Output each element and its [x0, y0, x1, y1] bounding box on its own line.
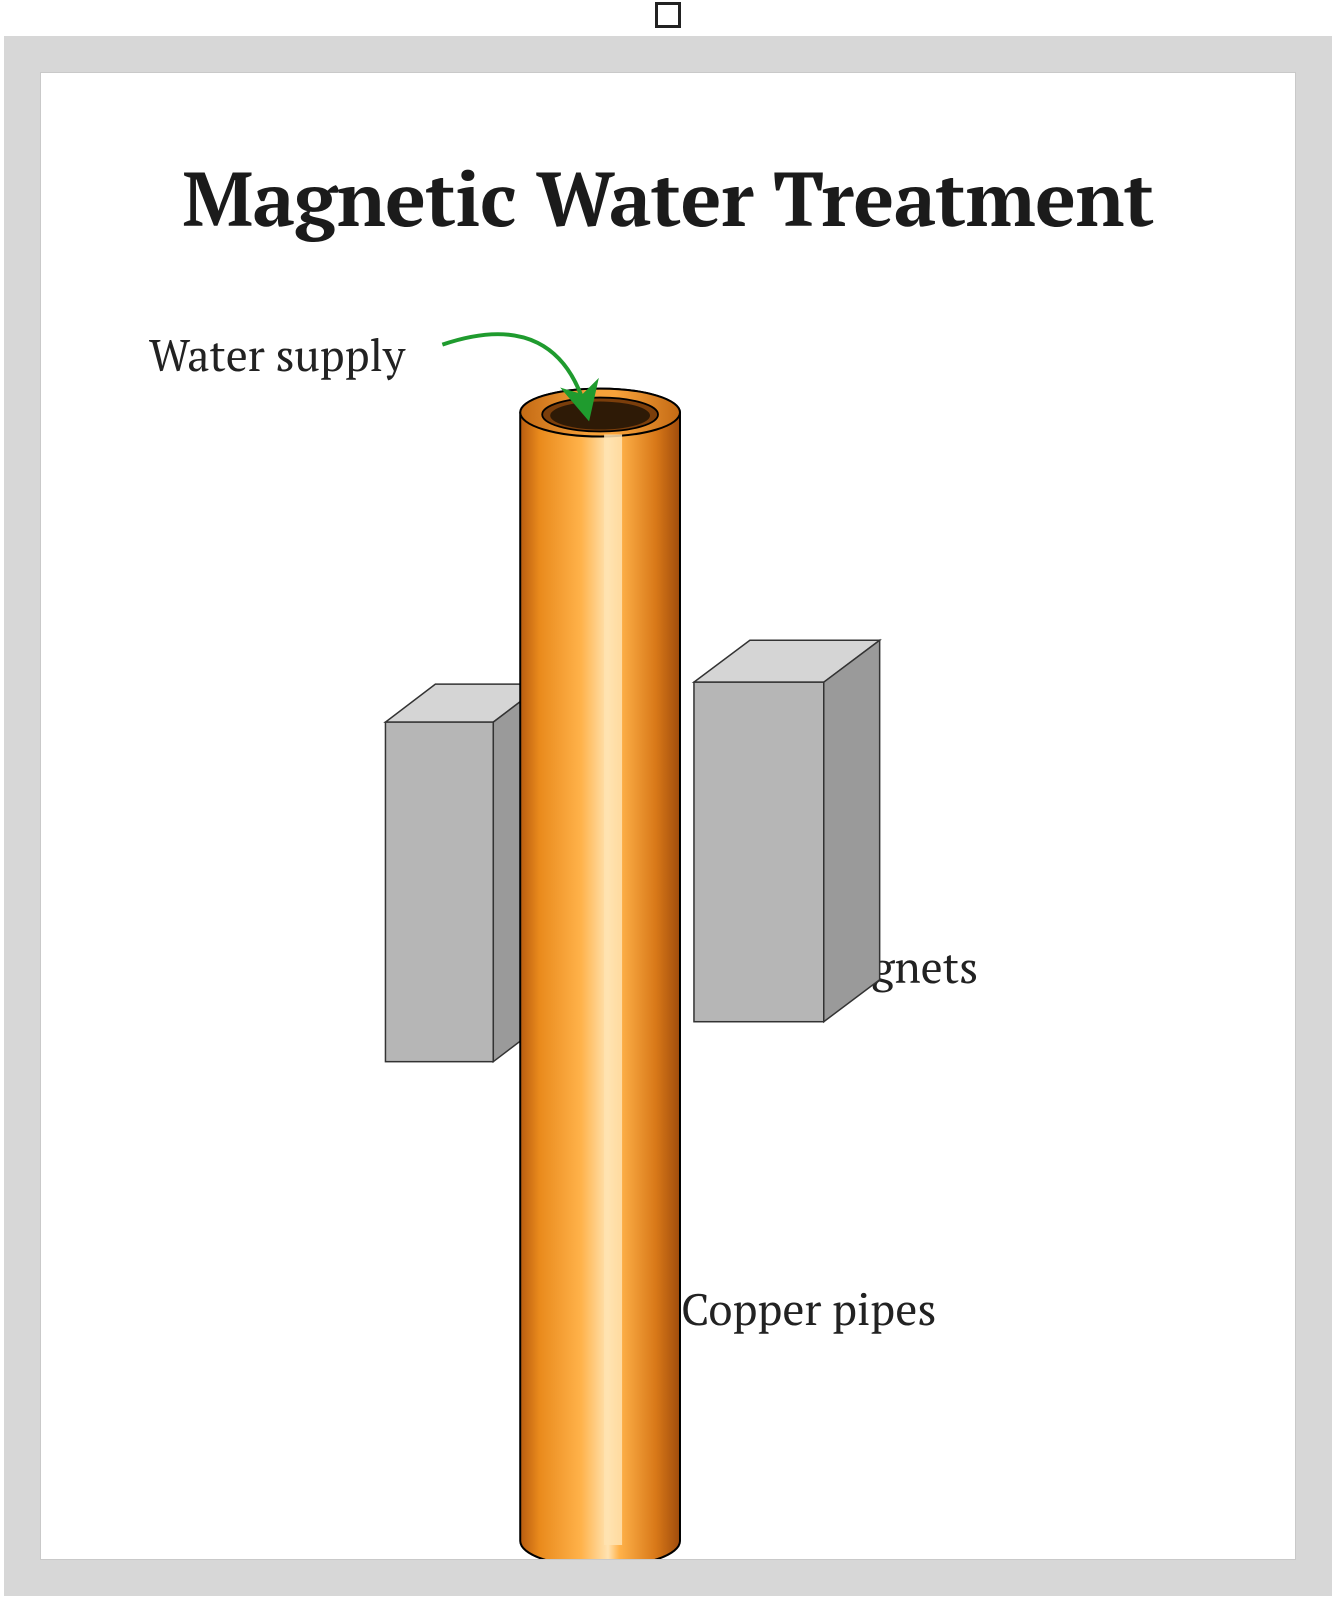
diagram-frame-outer: Magnetic Water Treatment Water supply Ma…	[4, 36, 1332, 1596]
diagram-svg	[41, 73, 1295, 1559]
selection-handle	[655, 2, 681, 28]
diagram-frame-inner: Magnetic Water Treatment Water supply Ma…	[40, 72, 1296, 1560]
